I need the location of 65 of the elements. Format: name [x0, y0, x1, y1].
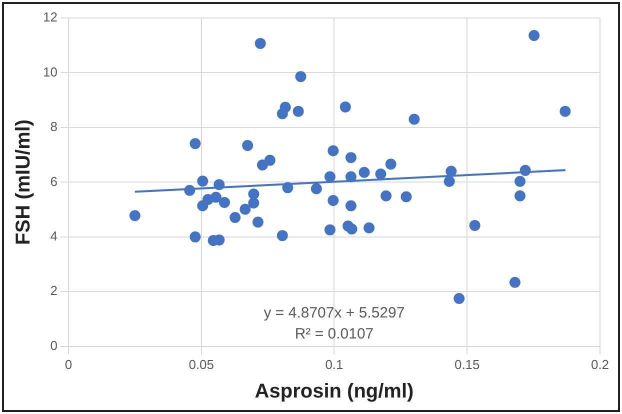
x-tick-label: 0.1 [325, 356, 344, 372]
y-tick-label: 10 [42, 64, 58, 80]
point [340, 101, 351, 112]
y-axis-title: FSH (mIU/ml) [12, 119, 35, 245]
point [364, 222, 375, 234]
point [454, 293, 465, 304]
point [345, 152, 356, 164]
point [240, 204, 251, 215]
point [408, 114, 420, 125]
point [324, 224, 336, 236]
point [514, 190, 526, 202]
point [190, 138, 201, 150]
y-tick-label: 2 [50, 283, 58, 298]
y-tick-label: 6 [50, 174, 58, 189]
y-tick-label: 4 [50, 228, 58, 244]
y-tick-label: 12 [42, 10, 58, 25]
point [292, 106, 304, 117]
x-tick-label: 0.15 [454, 356, 480, 372]
point [375, 168, 386, 180]
point [248, 198, 260, 208]
point [446, 166, 457, 177]
point [129, 210, 140, 222]
point [252, 216, 264, 228]
point [295, 71, 306, 82]
point [214, 179, 225, 190]
x-axis-title: Asprosin (ng/ml) [254, 380, 414, 403]
y-tick-label: 0 [50, 338, 58, 353]
point [380, 190, 392, 202]
point [346, 223, 358, 234]
point [444, 176, 455, 187]
point [184, 184, 196, 196]
annotation: R² = 0.0107 [294, 325, 374, 342]
point [560, 106, 571, 117]
point [528, 30, 540, 42]
point [230, 212, 241, 224]
y-tick-label: 8 [50, 119, 58, 134]
point [256, 159, 268, 170]
x-tick-label: 0 [64, 356, 72, 372]
point [514, 176, 526, 187]
x-tick-label: 0.2 [590, 356, 610, 372]
point [520, 164, 531, 176]
point [328, 195, 339, 206]
point [310, 183, 322, 194]
point [197, 176, 208, 187]
point [509, 276, 520, 288]
point [345, 200, 356, 212]
point [242, 140, 254, 152]
point [328, 145, 339, 156]
annotation: y = 4.8707x + 5.5297 [264, 304, 405, 322]
point [190, 231, 201, 242]
point [254, 38, 266, 49]
point [218, 196, 230, 208]
point [400, 191, 412, 202]
point [280, 102, 291, 113]
point [264, 154, 276, 166]
x-tick-label: 0.05 [188, 356, 214, 372]
point [210, 192, 222, 203]
point [248, 188, 260, 200]
point [276, 230, 288, 242]
point [282, 182, 294, 194]
point [385, 158, 396, 170]
point [358, 166, 370, 178]
point [469, 220, 480, 231]
point [345, 171, 356, 182]
point [324, 171, 336, 182]
